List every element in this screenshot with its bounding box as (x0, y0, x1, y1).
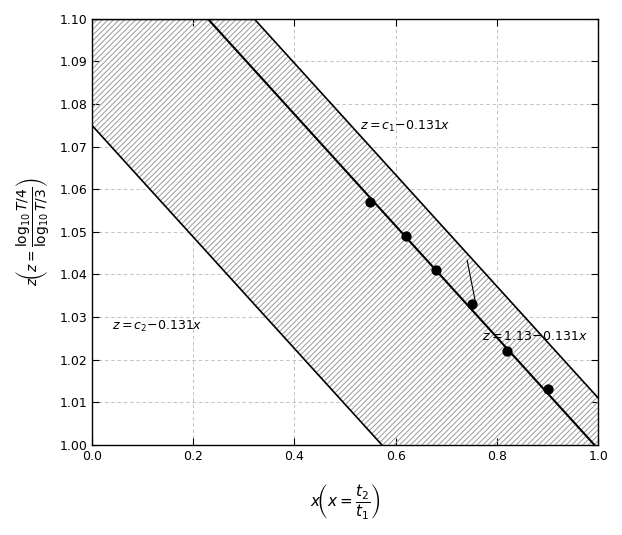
Polygon shape (92, 19, 598, 445)
Text: $z{=}c_1{-}0.131x$: $z{=}c_1{-}0.131x$ (360, 119, 451, 134)
Y-axis label: $z\!\left(z{=}\dfrac{\log_{10}T/4}{\log_{10}T/3}\right)$: $z\!\left(z{=}\dfrac{\log_{10}T/4}{\log_… (14, 178, 51, 286)
Text: $z{=}1.13{-}0.131x$: $z{=}1.13{-}0.131x$ (482, 330, 587, 343)
Point (542, 385, 552, 394)
Point (502, 347, 512, 355)
Text: $z{=}c_2{-}0.131x$: $z{=}c_2{-}0.131x$ (112, 319, 203, 334)
Point (401, 232, 411, 240)
Point (466, 300, 476, 309)
X-axis label: $x\!\left(x{=}\dfrac{t_2}{t_1}\right)$: $x\!\left(x{=}\dfrac{t_2}{t_1}\right)$ (310, 482, 380, 521)
Point (431, 266, 441, 274)
Point (365, 198, 375, 207)
